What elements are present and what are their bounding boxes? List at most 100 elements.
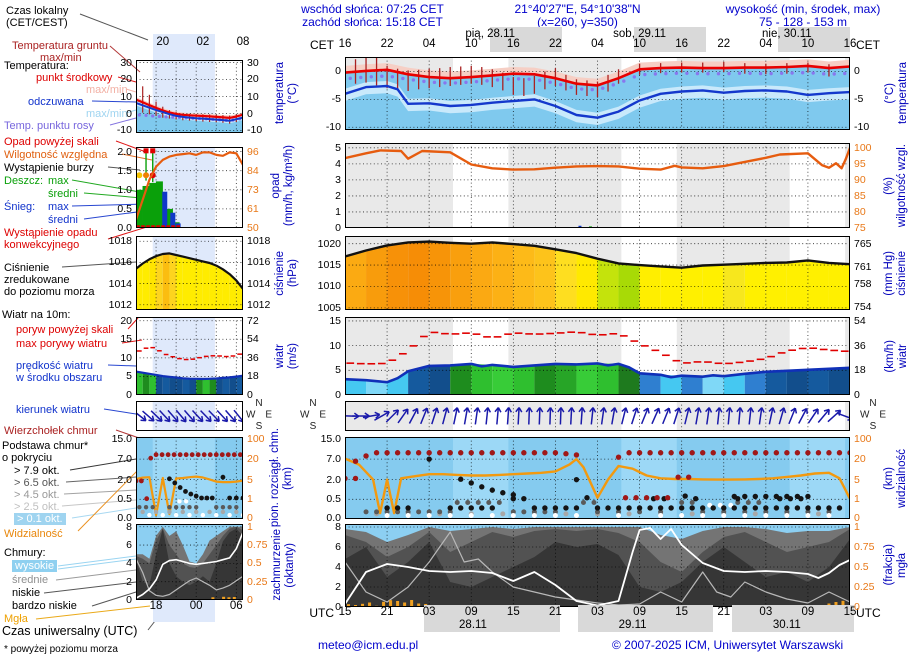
axis-tick-label: 1 <box>854 520 860 533</box>
ground-temp-label-1: Temperatura gruntu <box>12 40 108 52</box>
legend-cloud-base-2: o pokryciu <box>2 452 53 464</box>
chart-wind-mini <box>136 317 243 395</box>
axis-tick-label: 0.25 <box>854 580 875 593</box>
chart-temperature-main <box>345 57 850 130</box>
axis-tick-label: 15 <box>120 333 132 346</box>
cet-label-right: CET <box>856 38 880 52</box>
axis-tick-label: 7.0 <box>326 453 341 466</box>
axis-tick-label: 75 <box>854 222 866 234</box>
axis-tick-label: 5 <box>247 473 253 486</box>
legend-clouds-verylow: bardzo niskie <box>12 600 77 612</box>
mini-cet-label: 08 <box>236 36 250 48</box>
axis-tick-label: 7.0 <box>117 453 132 466</box>
axis-tick-label: 100 <box>854 433 872 446</box>
axis-tick-label: 2.0 <box>117 473 132 486</box>
axis-tick-label: 72 <box>247 314 259 327</box>
local-time-label-2: (CET/CEST) <box>6 17 68 29</box>
axis-tick-label: 36 <box>247 351 259 364</box>
axis-tick-label: 2 <box>126 575 132 588</box>
legend-dew-point: Temp. punktu rosy <box>4 120 94 132</box>
axis-tick-label: 761 <box>854 261 872 274</box>
utc-hours-label: 03 <box>422 606 436 618</box>
cet-hours-label: 10 <box>464 38 478 50</box>
utc-dates-label: 29.11 <box>618 619 647 631</box>
contact-email-link[interactable]: meteo@icm.edu.pl <box>318 638 419 652</box>
chart-cloudiness-fog-mini <box>136 524 243 600</box>
axis-tick-label: 5 <box>335 364 341 377</box>
axis-tick-label: 15 <box>329 314 341 327</box>
mini-cet-label: 02 <box>196 36 210 48</box>
axis-tick-label: 1 <box>335 205 341 218</box>
legend-midpoint-temp: punkt środkowy <box>36 72 113 84</box>
utc-dates-label: 28.11 <box>459 619 487 631</box>
axis-tick-label: 0.0 <box>326 511 341 524</box>
mini-utc-label: 18 <box>149 600 163 612</box>
cet-hours-label: 10 <box>801 38 815 50</box>
axis-tick-label: 1016 <box>247 256 271 269</box>
axis-tick-label: 20 <box>247 453 259 466</box>
axis-tick-label: 0 <box>335 389 341 401</box>
legend-temperature: Temperatura: <box>4 60 69 72</box>
utc-hours-label: 15 <box>506 606 520 618</box>
sunrise-text: wschód słońca: 07:25 CET <box>301 2 444 16</box>
axis-tick-label: 758 <box>854 278 872 291</box>
axis-tick-label: -10 <box>325 121 341 134</box>
chart-pressure-mini <box>136 236 243 310</box>
legend-wind-direction: kierunek wiatru <box>16 404 90 416</box>
altitude-values: 75 - 128 - 153 m <box>758 15 848 29</box>
cet-hours-label: 22 <box>380 38 394 50</box>
sunset-text: zachód słońca: 15:18 CET <box>302 15 443 29</box>
axis-tick-label: -5 <box>854 93 864 106</box>
legend-cloud-top: Wierzchołek chmur <box>4 425 98 437</box>
axis-tick-label: 1014 <box>108 277 132 290</box>
axis-tick-label: 50 <box>247 222 259 234</box>
day-shade-band <box>633 27 707 52</box>
utc-hours-label: 15 <box>843 606 857 618</box>
ground-temp-label-2: max/min <box>40 52 82 64</box>
axis-tick-label: 20 <box>120 314 132 327</box>
utc-hours-label: 15 <box>675 606 689 618</box>
day-shade-band <box>424 605 561 632</box>
mini-cet-label: 20 <box>156 36 170 48</box>
footnote-above-sea-level: * powyżej poziomu morza <box>4 644 118 655</box>
chart-cloud-extent-mini <box>136 437 243 519</box>
axis-tick-label: 54 <box>247 333 259 346</box>
axis-tick-label: 61 <box>247 202 259 215</box>
cet-hours-label: 16 <box>338 38 352 50</box>
legend-clouds-mid: średnie <box>12 574 49 586</box>
axis-tick-label: 765 <box>854 238 872 251</box>
axis-tick-label: 18 <box>854 364 866 377</box>
axis-tick-label: 30 <box>120 56 132 69</box>
axis-tick-label: 6 <box>126 539 132 552</box>
cet-hours-label: 22 <box>717 38 731 50</box>
utc-hours-label: 09 <box>801 606 815 618</box>
legend-gust-above-scale: poryw powyżej skali <box>16 324 114 336</box>
axis-tick-label: 2.0 <box>326 473 341 486</box>
legend-fog: Mgła <box>4 613 28 625</box>
axis-tick-label: 0 <box>247 511 253 524</box>
legend-convective-1: Wystąpienie opadu <box>4 227 98 239</box>
axis-tick-label: 0.5 <box>117 202 132 215</box>
axis-tick-label: 4 <box>335 157 341 170</box>
utc-hours-label: 15 <box>338 606 352 618</box>
cet-hours-label: 16 <box>506 38 520 50</box>
axis-tick-label: 1020 <box>317 237 341 250</box>
axis-tick-label: 10 <box>329 339 341 352</box>
day-shade-band <box>577 605 714 632</box>
axis-tick-label: 1018 <box>247 235 271 248</box>
axis-tick-label: 5 <box>335 141 341 154</box>
axis-tick-label: 0 <box>335 222 341 234</box>
legend-clouds-low: niskie <box>12 587 41 599</box>
axis-tick-label: 0 <box>335 65 341 78</box>
legend-snow-max: max <box>48 201 69 213</box>
cet-label-left: CET <box>310 38 334 52</box>
mini-utc-label: 00 <box>189 600 203 612</box>
axis-tick-label: 0 <box>126 107 132 120</box>
legend-okt01: > 0.1 okt. <box>14 513 66 525</box>
legend-okt79: > 7.9 okt. <box>14 465 60 477</box>
legend-rain: Deszcz: <box>4 175 44 187</box>
axis-tick-label: 1015 <box>317 259 341 272</box>
copyright-text: © 2007-2025 ICM, Uniwersytet Warszawski <box>612 638 844 652</box>
axis-tick-label: 0 <box>335 601 341 613</box>
